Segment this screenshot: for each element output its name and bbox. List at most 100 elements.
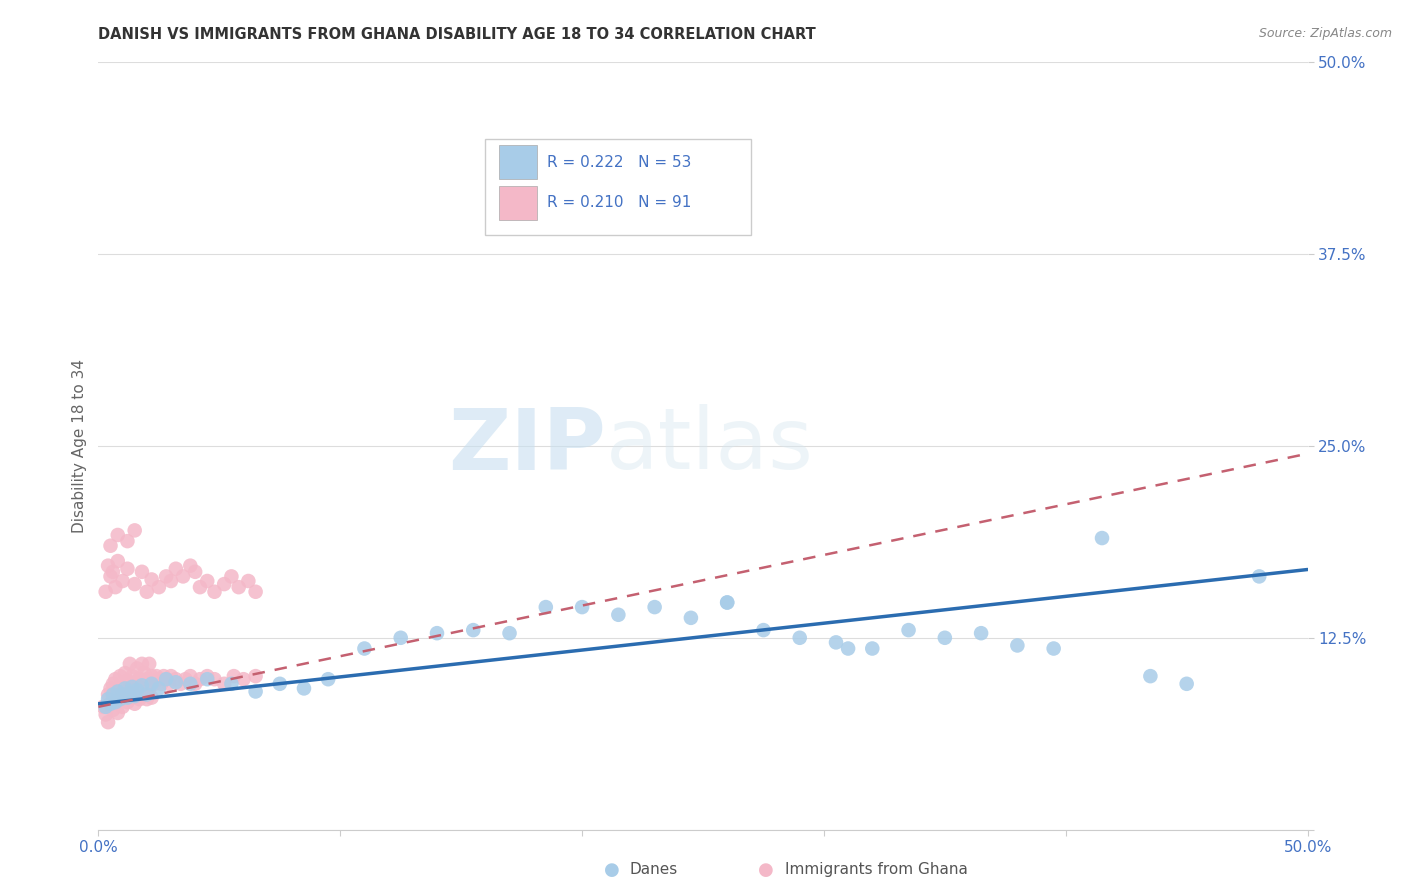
Point bbox=[138, 657, 160, 671]
Point bbox=[212, 677, 235, 691]
Point bbox=[131, 678, 153, 692]
Point bbox=[141, 669, 163, 683]
Point bbox=[127, 682, 149, 697]
Text: DANISH VS IMMIGRANTS FROM GHANA DISABILITY AGE 18 TO 34 CORRELATION CHART: DANISH VS IMMIGRANTS FROM GHANA DISABILI… bbox=[98, 27, 815, 42]
Point bbox=[221, 677, 243, 691]
Point bbox=[104, 672, 127, 686]
Point bbox=[124, 689, 146, 703]
Point bbox=[179, 669, 201, 683]
Point bbox=[353, 641, 375, 656]
Point bbox=[212, 577, 235, 591]
Point bbox=[134, 666, 156, 681]
Point bbox=[127, 684, 149, 698]
Point bbox=[195, 669, 218, 683]
Y-axis label: Disability Age 18 to 34: Disability Age 18 to 34 bbox=[72, 359, 87, 533]
Point bbox=[117, 690, 139, 705]
Point bbox=[100, 681, 122, 696]
Point bbox=[134, 688, 156, 702]
Point bbox=[245, 584, 267, 599]
Point bbox=[934, 631, 956, 645]
Point bbox=[100, 697, 122, 711]
FancyBboxPatch shape bbox=[499, 145, 537, 179]
Point bbox=[970, 626, 993, 640]
Point bbox=[155, 672, 177, 686]
Point bbox=[897, 623, 920, 637]
Point bbox=[131, 657, 153, 671]
Point bbox=[117, 695, 139, 709]
Point bbox=[228, 580, 250, 594]
Point bbox=[148, 580, 170, 594]
Point bbox=[245, 684, 267, 698]
Point bbox=[825, 635, 848, 649]
Point bbox=[108, 692, 131, 706]
Point bbox=[117, 534, 139, 549]
Point bbox=[165, 672, 187, 686]
Point bbox=[571, 600, 593, 615]
Text: ●: ● bbox=[603, 861, 620, 879]
Point bbox=[111, 680, 134, 694]
Point bbox=[184, 565, 207, 579]
Point bbox=[157, 677, 180, 691]
Point bbox=[101, 688, 124, 702]
Point bbox=[107, 554, 129, 568]
Point bbox=[160, 669, 183, 683]
Point bbox=[118, 686, 141, 700]
Point bbox=[97, 692, 120, 706]
Point bbox=[141, 690, 163, 705]
Point bbox=[124, 524, 146, 538]
Point bbox=[148, 681, 170, 696]
FancyBboxPatch shape bbox=[485, 139, 751, 235]
Point bbox=[124, 675, 146, 690]
Point bbox=[644, 600, 666, 615]
Point bbox=[860, 641, 883, 656]
Point bbox=[174, 672, 197, 686]
Point bbox=[94, 699, 117, 714]
Point bbox=[97, 558, 120, 573]
Point bbox=[141, 573, 163, 587]
Point bbox=[94, 707, 117, 722]
Point bbox=[222, 669, 245, 683]
Point bbox=[179, 677, 201, 691]
Point bbox=[135, 672, 157, 686]
Point bbox=[107, 684, 129, 698]
Text: ●: ● bbox=[758, 861, 775, 879]
Point bbox=[184, 677, 207, 691]
Point bbox=[135, 692, 157, 706]
Point bbox=[232, 672, 254, 686]
Point bbox=[155, 569, 177, 583]
Point bbox=[108, 692, 131, 706]
Point bbox=[111, 574, 134, 588]
Text: R = 0.222   N = 53: R = 0.222 N = 53 bbox=[547, 154, 692, 169]
Point bbox=[91, 699, 114, 714]
Text: R = 0.210   N = 91: R = 0.210 N = 91 bbox=[547, 195, 692, 211]
Point bbox=[204, 672, 226, 686]
Point bbox=[107, 528, 129, 542]
Point bbox=[118, 681, 141, 696]
Point bbox=[145, 669, 167, 683]
Point bbox=[679, 611, 702, 625]
Point bbox=[121, 680, 143, 694]
Point bbox=[97, 715, 120, 730]
Point bbox=[1007, 639, 1029, 653]
Point bbox=[245, 669, 267, 683]
Point bbox=[426, 626, 449, 640]
Point bbox=[97, 688, 120, 702]
Point bbox=[94, 584, 117, 599]
FancyBboxPatch shape bbox=[499, 186, 537, 219]
Point bbox=[188, 580, 211, 594]
Point bbox=[107, 706, 129, 720]
Point bbox=[104, 580, 127, 594]
Point bbox=[101, 677, 124, 691]
Text: Immigrants from Ghana: Immigrants from Ghana bbox=[785, 863, 967, 877]
Point bbox=[128, 672, 150, 686]
Point bbox=[152, 669, 174, 683]
Text: Danes: Danes bbox=[630, 863, 678, 877]
Point bbox=[100, 697, 122, 711]
Point bbox=[111, 699, 134, 714]
Text: ZIP: ZIP bbox=[449, 404, 606, 488]
Point bbox=[607, 607, 630, 622]
Point bbox=[789, 631, 811, 645]
Point bbox=[1175, 677, 1198, 691]
Point bbox=[238, 574, 260, 588]
Point bbox=[114, 681, 136, 696]
